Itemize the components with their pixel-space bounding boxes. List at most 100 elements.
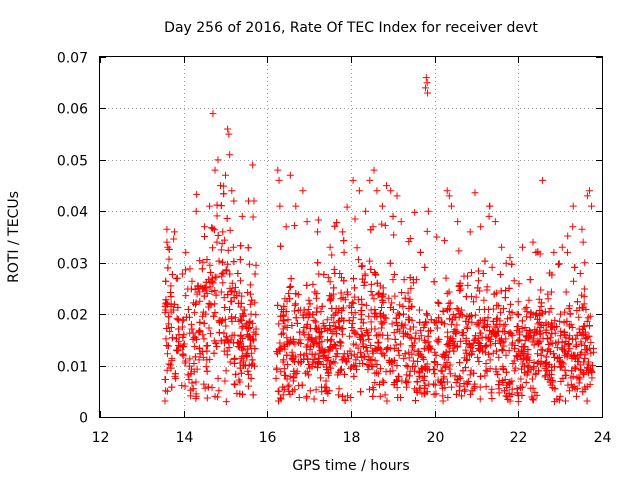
data-point xyxy=(443,187,451,195)
data-point xyxy=(280,317,288,325)
data-point xyxy=(442,274,450,282)
data-point xyxy=(189,385,197,393)
data-point xyxy=(237,331,245,339)
data-point xyxy=(174,347,182,355)
data-point xyxy=(548,363,556,371)
data-point xyxy=(294,358,302,366)
data-point xyxy=(548,322,556,330)
data-point xyxy=(513,310,521,318)
data-point xyxy=(368,355,376,363)
data-point xyxy=(523,308,531,316)
data-point xyxy=(402,379,410,387)
data-point xyxy=(499,327,507,335)
data-point xyxy=(168,354,176,362)
data-point xyxy=(506,254,514,262)
data-point xyxy=(443,306,451,314)
data-point xyxy=(422,365,430,373)
data-point xyxy=(181,359,189,367)
data-point xyxy=(562,288,570,296)
data-point xyxy=(384,345,392,353)
data-point xyxy=(412,276,420,284)
data-point xyxy=(445,365,453,373)
data-point xyxy=(551,385,559,393)
data-point xyxy=(474,284,482,292)
data-point xyxy=(274,301,282,309)
data-point xyxy=(331,270,339,278)
data-point xyxy=(448,316,456,324)
data-point xyxy=(230,197,238,205)
data-point xyxy=(218,240,226,248)
data-point xyxy=(378,320,386,328)
data-point xyxy=(215,387,223,395)
data-point xyxy=(364,366,372,374)
data-point xyxy=(521,324,529,332)
data-point xyxy=(205,324,213,332)
data-point xyxy=(576,350,584,358)
data-point xyxy=(174,316,182,324)
data-point xyxy=(231,283,239,291)
data-point xyxy=(279,312,287,320)
data-point xyxy=(573,298,581,306)
data-point xyxy=(383,397,391,405)
data-point xyxy=(575,354,583,362)
grid-lines xyxy=(100,57,602,417)
data-point xyxy=(463,356,471,364)
data-point xyxy=(550,350,558,358)
data-point xyxy=(276,202,284,210)
data-point xyxy=(327,358,335,366)
data-point xyxy=(477,372,485,380)
data-point xyxy=(390,271,398,279)
data-point xyxy=(367,288,375,296)
data-point xyxy=(206,330,214,338)
data-point xyxy=(162,277,170,285)
data-point xyxy=(408,350,416,358)
data-point xyxy=(222,266,230,274)
data-point xyxy=(196,297,204,305)
y-tick-label: 0.02 xyxy=(57,308,88,324)
data-point xyxy=(222,367,230,375)
data-point xyxy=(423,79,431,87)
data-point xyxy=(529,395,537,403)
data-point xyxy=(586,381,594,389)
data-point xyxy=(246,281,254,289)
data-point xyxy=(525,327,533,335)
data-point xyxy=(174,342,182,350)
data-point xyxy=(373,313,381,321)
data-point xyxy=(220,190,228,198)
data-point xyxy=(416,369,424,377)
data-point xyxy=(228,288,236,296)
data-point xyxy=(229,243,237,251)
data-point xyxy=(382,368,390,376)
data-point xyxy=(406,325,414,333)
data-point xyxy=(327,337,335,345)
x-tick-label: 20 xyxy=(427,430,445,446)
data-point xyxy=(309,280,317,288)
data-point xyxy=(497,271,505,279)
data-point xyxy=(422,74,430,82)
data-point xyxy=(435,299,443,307)
data-point xyxy=(567,320,575,328)
data-point xyxy=(379,290,387,298)
data-point xyxy=(219,269,227,277)
data-point xyxy=(583,317,591,325)
data-point xyxy=(362,344,370,352)
data-point xyxy=(462,293,470,301)
data-point xyxy=(314,259,322,267)
data-point xyxy=(416,248,424,256)
data-point xyxy=(194,282,202,290)
data-point xyxy=(339,228,347,236)
data-point xyxy=(199,331,207,339)
data-point xyxy=(328,251,336,259)
data-point xyxy=(455,310,463,318)
data-point xyxy=(333,219,341,227)
data-point xyxy=(481,257,489,265)
data-point xyxy=(215,329,223,337)
data-point xyxy=(235,317,243,325)
data-point xyxy=(439,308,447,316)
data-point xyxy=(561,331,569,339)
data-point xyxy=(343,288,351,296)
data-point xyxy=(367,265,375,273)
data-point xyxy=(337,339,345,347)
data-point xyxy=(206,283,214,291)
data-point xyxy=(283,334,291,342)
